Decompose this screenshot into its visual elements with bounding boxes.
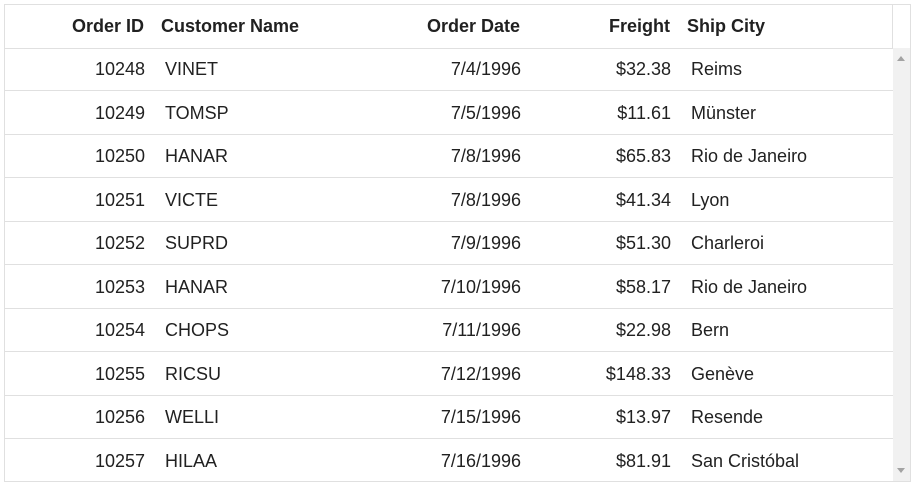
table-row[interactable]: 10251 VICTE 7/8/1996 $41.34 Lyon (5, 179, 893, 222)
cell-order-date: 7/10/1996 (440, 277, 521, 297)
cell-ship-city: Resende (691, 407, 764, 427)
table-row[interactable]: 10249 TOMSP 7/5/1996 $11.61 Münster (5, 92, 893, 135)
column-header-order-date[interactable]: Order Date (426, 16, 520, 36)
cell-ship-city: San Cristóbal (691, 451, 800, 471)
cell-order-id: 10248 (94, 59, 145, 79)
cell-order-date: 7/15/1996 (440, 407, 521, 427)
cell-order-date: 7/11/1996 (442, 320, 521, 340)
table-row[interactable]: 10256 WELLI 7/15/1996 $13.97 Resende (5, 396, 893, 439)
cell-freight: $65.83 (615, 146, 671, 166)
column-header-customer-name[interactable]: Customer Name (161, 16, 300, 36)
cell-order-id: 10250 (94, 146, 145, 166)
cell-customer-name: VINET (165, 59, 219, 79)
cell-customer-name: TOMSP (165, 103, 229, 123)
table-row[interactable]: 10250 HANAR 7/8/1996 $65.83 Rio de Janei… (5, 135, 893, 178)
cell-customer-name: HANAR (165, 277, 229, 297)
cell-order-date: 7/9/1996 (450, 233, 521, 253)
vertical-scrollbar[interactable] (893, 48, 910, 481)
scroll-down-arrow-icon[interactable] (897, 468, 905, 473)
orders-grid: Order ID Customer Name Order Date Freigh… (4, 4, 911, 482)
cell-order-date: 7/5/1996 (450, 103, 521, 123)
cell-customer-name: HANAR (165, 146, 229, 166)
cell-freight: $41.34 (615, 190, 671, 210)
header-scrollbar-spacer (892, 5, 910, 48)
column-header-freight[interactable]: Freight (609, 16, 670, 36)
cell-order-date: 7/16/1996 (440, 451, 521, 471)
cell-freight: $148.33 (605, 364, 671, 384)
cell-freight: $11.61 (617, 103, 671, 123)
cell-ship-city: Münster (691, 103, 757, 123)
cell-freight: $32.38 (615, 59, 671, 79)
table-row[interactable]: 10257 HILAA 7/16/1996 $81.91 San Cristób… (5, 440, 893, 481)
cell-customer-name: HILAA (165, 451, 218, 471)
cell-ship-city: Lyon (691, 190, 730, 210)
cell-freight: $81.91 (615, 451, 671, 471)
cell-order-id: 10256 (94, 407, 145, 427)
cell-ship-city: Rio de Janeiro (691, 277, 808, 297)
cell-order-id: 10253 (94, 277, 145, 297)
cell-freight: $51.30 (615, 233, 671, 253)
cell-ship-city: Reims (691, 59, 743, 79)
cell-freight: $58.17 (615, 277, 671, 297)
cell-ship-city: Bern (691, 320, 730, 340)
column-header-ship-city[interactable]: Ship City (687, 16, 766, 36)
table-row[interactable]: 10255 RICSU 7/12/1996 $148.33 Genève (5, 353, 893, 396)
cell-order-id: 10249 (94, 103, 145, 123)
table-row[interactable]: 10252 SUPRD 7/9/1996 $51.30 Charleroi (5, 222, 893, 265)
table-row[interactable]: 10253 HANAR 7/10/1996 $58.17 Rio de Jane… (5, 266, 893, 309)
cell-ship-city: Charleroi (691, 233, 765, 253)
cell-freight: $13.97 (615, 407, 671, 427)
grid-header: Order ID Customer Name Order Date Freigh… (5, 5, 910, 49)
cell-order-date: 7/8/1996 (450, 190, 521, 210)
grid-body: 10248 VINET 7/4/1996 $32.38 Reims 10249 … (5, 48, 893, 481)
cell-ship-city: Genève (691, 364, 755, 384)
cell-customer-name: SUPRD (165, 233, 229, 253)
column-header-order-id[interactable]: Order ID (71, 16, 144, 36)
table-row[interactable]: 10248 VINET 7/4/1996 $32.38 Reims (5, 48, 893, 91)
scroll-up-arrow-icon[interactable] (897, 56, 905, 61)
cell-customer-name: VICTE (165, 190, 219, 210)
table-row[interactable]: 10254 CHOPS 7/11/1996 $22.98 Bern (5, 309, 893, 352)
cell-order-id: 10254 (94, 320, 145, 340)
cell-customer-name: WELLI (165, 407, 220, 427)
cell-freight: $22.98 (615, 320, 671, 340)
cell-order-date: 7/4/1996 (450, 59, 521, 79)
cell-order-id: 10251 (94, 190, 145, 210)
cell-order-id: 10257 (94, 451, 145, 471)
cell-order-id: 10255 (94, 364, 145, 384)
cell-order-date: 7/12/1996 (440, 364, 521, 384)
cell-ship-city: Rio de Janeiro (691, 146, 808, 166)
cell-order-id: 10252 (94, 233, 145, 253)
cell-customer-name: CHOPS (165, 320, 230, 340)
cell-order-date: 7/8/1996 (450, 146, 521, 166)
cell-customer-name: RICSU (165, 364, 222, 384)
